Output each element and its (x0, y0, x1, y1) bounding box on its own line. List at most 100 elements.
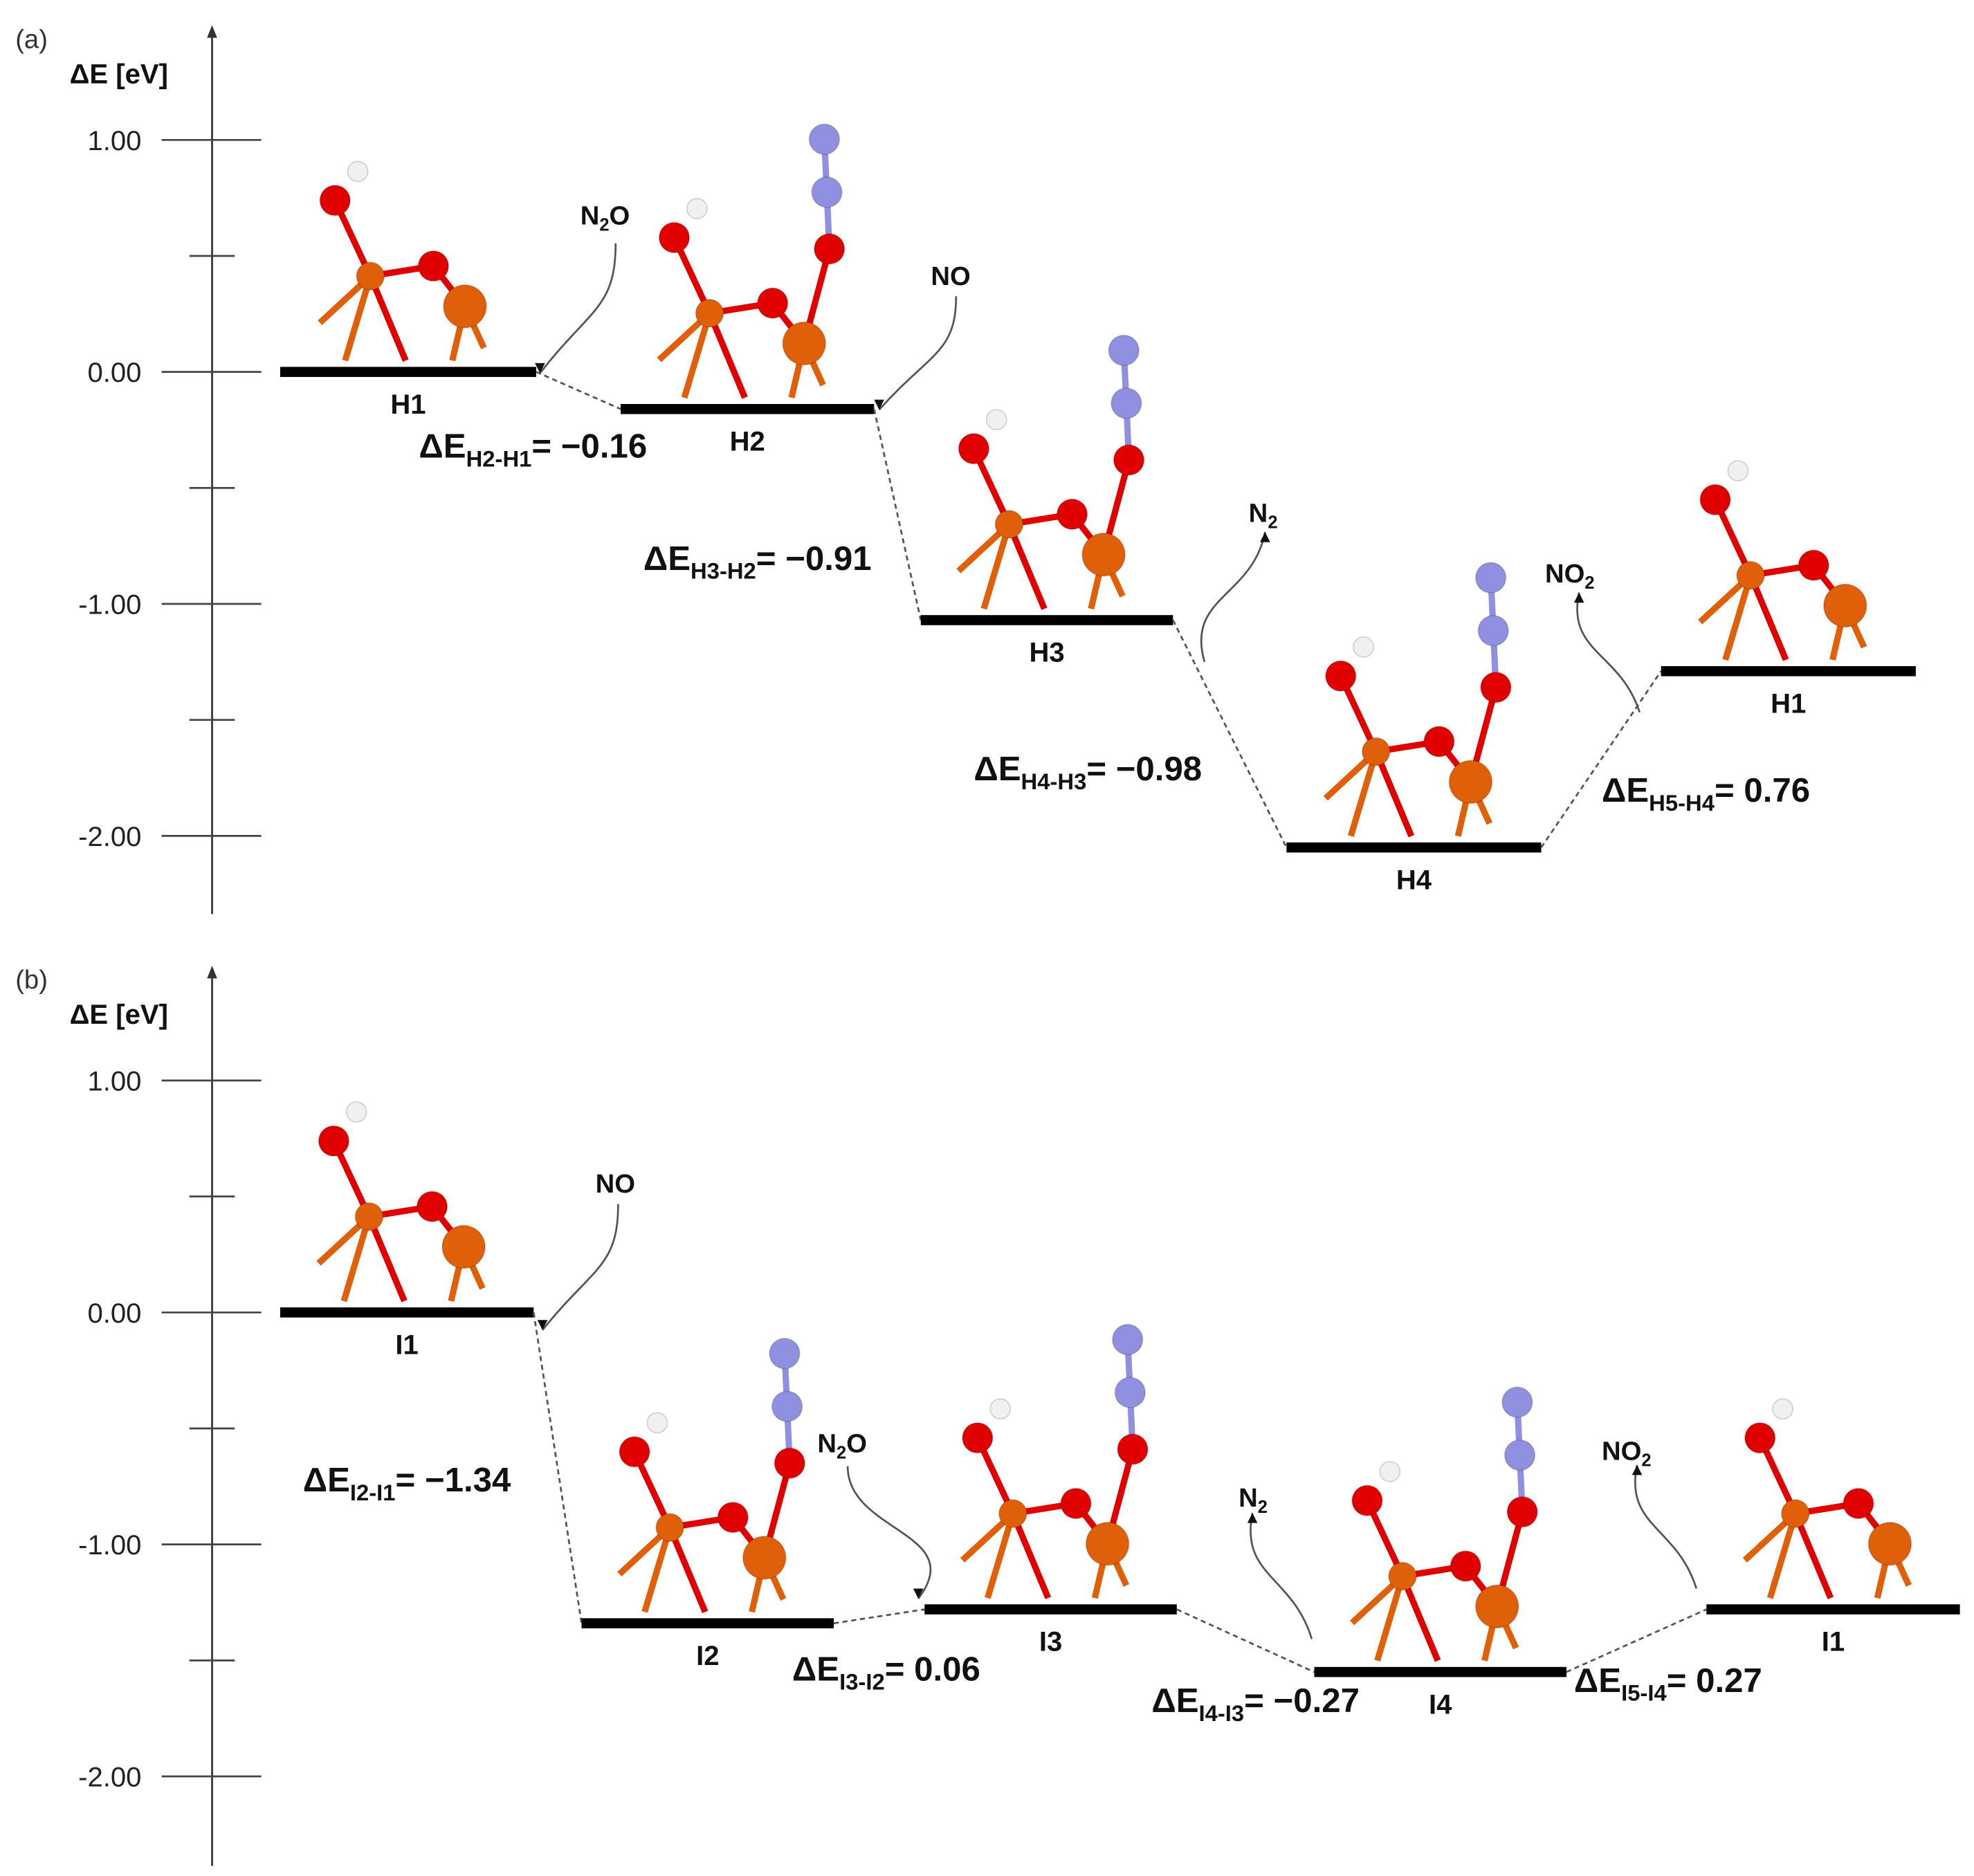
delta-symbol: ΔE (303, 1461, 350, 1499)
hydrogen-atom (646, 1412, 668, 1434)
oxygen-atom (1117, 1433, 1149, 1465)
gas-label: N2 (1239, 1483, 1268, 1517)
bond (1399, 1574, 1441, 1662)
nitrogen-atom (1111, 1323, 1144, 1356)
oxygen-atom (1798, 549, 1829, 581)
nitrogen-atom (1114, 1377, 1146, 1408)
connector-line (1540, 670, 1662, 848)
nitrogen-atom (1477, 614, 1510, 647)
energy-level-bar (621, 404, 875, 414)
bond (367, 275, 409, 362)
oxygen-atom (1480, 671, 1512, 704)
connector-line (1566, 1608, 1707, 1673)
delta-e-label: ΔEH5-H4= 0.76 (1602, 771, 1810, 816)
delta-value: = −0.27 (1244, 1682, 1360, 1720)
delta-subscript: I2-I1 (350, 1480, 396, 1505)
hydrogen-atom (1772, 1398, 1794, 1420)
delta-subscript: H5-H4 (1649, 790, 1715, 816)
gas-formula: N (817, 1429, 837, 1459)
energy-level-bar (1661, 665, 1916, 677)
panel-label: (a) (15, 24, 48, 54)
connector-line (1172, 619, 1288, 848)
oxygen-atom (717, 1501, 749, 1534)
gas-label: NO2 (1602, 1437, 1652, 1471)
gas-arrow (846, 1466, 932, 1599)
delta-symbol: ΔE (643, 540, 691, 578)
iron-atom (1780, 1499, 1810, 1529)
oxygen-atom (1324, 660, 1357, 692)
arrowhead-icon (1573, 592, 1584, 603)
oxygen-atom (774, 1447, 806, 1479)
delta-symbol: ΔE (419, 427, 466, 466)
gas-arrow (1200, 531, 1266, 663)
connector-line (1176, 1608, 1315, 1673)
iron-atom (998, 1499, 1027, 1529)
nitrogen-atom (808, 123, 841, 156)
delta-symbol: ΔE (1602, 771, 1649, 809)
gas-subscript: 2 (837, 1444, 846, 1463)
delta-subscript: H4-H3 (1021, 769, 1087, 794)
delta-subscript: I5-I4 (1621, 1680, 1667, 1706)
hydrogen-atom (989, 1398, 1012, 1420)
oxygen-atom (318, 1125, 350, 1157)
iron-atom (1361, 737, 1391, 766)
level-label: H3 (1029, 638, 1064, 668)
iron-atom (356, 261, 385, 291)
bond (342, 275, 374, 362)
gas-arrow (1576, 592, 1641, 713)
delta-value: = −0.98 (1086, 750, 1202, 788)
energy-level-bar (280, 367, 536, 377)
oxygen-atom (1744, 1422, 1776, 1454)
tick-label: -2.00 (78, 1763, 141, 1793)
oxygen-atom (417, 250, 450, 282)
tick-label: -2.00 (78, 822, 141, 852)
oxygen-atom (1060, 1487, 1092, 1520)
delta-e-label: ΔEH2-H1= −0.16 (419, 427, 647, 472)
delta-subscript: H2-H1 (466, 445, 532, 471)
hydrogen-atom (347, 160, 369, 183)
iron-atom (441, 1224, 486, 1269)
delta-symbol: ΔE (974, 750, 1021, 788)
gas-subscript: 2 (1258, 1498, 1268, 1517)
hydrogen-atom (345, 1101, 367, 1123)
connector-line (833, 1608, 925, 1625)
nitrogen-atom (1111, 387, 1142, 419)
gas-formula: N (581, 201, 600, 230)
oxygen-atom (319, 185, 351, 217)
gas-formula: NO (1602, 1437, 1641, 1466)
iron-atom (443, 284, 487, 329)
gas-formula: NO (931, 261, 970, 291)
oxygen-atom (658, 221, 691, 254)
gas-label: NO2 (1545, 559, 1595, 593)
oxygen-atom (1351, 1484, 1383, 1517)
gas-arrow (878, 296, 958, 411)
delta-value: = −0.16 (531, 427, 647, 466)
tick-label: 1.00 (87, 1067, 141, 1097)
gas-label: NO (596, 1169, 635, 1199)
delta-subscript: I3-I2 (839, 1668, 885, 1694)
gas-label: N2O (817, 1429, 867, 1463)
bond (340, 1215, 372, 1303)
iron-atom (1081, 532, 1126, 577)
delta-e-label: ΔEI5-I4= 0.27 (1574, 1662, 1762, 1706)
nitrogen-atom (771, 1390, 803, 1422)
arrowhead-icon (1247, 1513, 1258, 1523)
level-label: I2 (696, 1641, 719, 1671)
gas-formula: N (1249, 499, 1268, 528)
iron-atom (1822, 583, 1867, 628)
delta-symbol: ΔE (1151, 1682, 1198, 1720)
bond (681, 312, 713, 399)
arrowhead-icon (913, 1588, 924, 1599)
tick-label: 0.00 (87, 358, 141, 388)
gas-subscript: 2 (1584, 573, 1594, 593)
connector-line (873, 409, 922, 620)
arrowhead-icon (1260, 532, 1270, 542)
arrowhead-icon (535, 362, 545, 374)
y-axis-arrow (207, 25, 217, 38)
level-label: I4 (1429, 1689, 1452, 1720)
delta-e-label: ΔEH4-H3= −0.98 (974, 750, 1202, 794)
energy-level-bar (280, 1307, 534, 1318)
gas-formula: NO (1545, 559, 1584, 589)
delta-value: = 0.27 (1667, 1662, 1762, 1700)
energy-level-bar (1314, 1666, 1566, 1677)
